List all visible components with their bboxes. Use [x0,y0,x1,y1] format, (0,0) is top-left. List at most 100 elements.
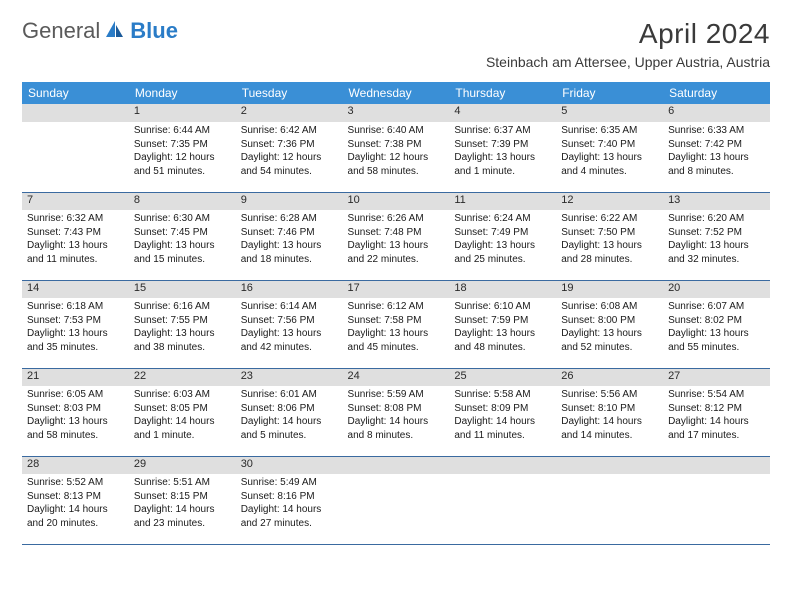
day-number-cell: 4 [449,104,556,122]
day-number-cell: 5 [556,104,663,122]
daylight-line-2: and 1 minute. [134,429,231,443]
sunrise-line: Sunrise: 6:32 AM [27,212,124,226]
day-number-cell: 3 [343,104,450,122]
daylight-line-2: and 22 minutes. [348,253,445,267]
day-cell-content: Sunrise: 5:54 AMSunset: 8:12 PMDaylight:… [663,386,770,446]
day-cell: Sunrise: 5:54 AMSunset: 8:12 PMDaylight:… [663,386,770,456]
day-number-cell [449,456,556,474]
sunrise-line: Sunrise: 5:56 AM [561,388,658,402]
daylight-line-2: and 45 minutes. [348,341,445,355]
day-cell: Sunrise: 6:03 AMSunset: 8:05 PMDaylight:… [129,386,236,456]
day-number-cell: 30 [236,456,343,474]
day-cell-content: Sunrise: 6:07 AMSunset: 8:02 PMDaylight:… [663,298,770,358]
sunset-line: Sunset: 7:38 PM [348,138,445,152]
day-cell: Sunrise: 6:22 AMSunset: 7:50 PMDaylight:… [556,210,663,280]
logo-sail-icon [104,19,126,44]
daylight-line-2: and 38 minutes. [134,341,231,355]
location: Steinbach am Attersee, Upper Austria, Au… [486,54,770,70]
sunset-line: Sunset: 7:39 PM [454,138,551,152]
day-cell-content: Sunrise: 6:32 AMSunset: 7:43 PMDaylight:… [22,210,129,270]
day-body-row: Sunrise: 6:44 AMSunset: 7:35 PMDaylight:… [22,122,770,192]
sunset-line: Sunset: 8:10 PM [561,402,658,416]
day-cell-content: Sunrise: 6:16 AMSunset: 7:55 PMDaylight:… [129,298,236,358]
day-number-cell [22,104,129,122]
day-cell: Sunrise: 6:20 AMSunset: 7:52 PMDaylight:… [663,210,770,280]
sunrise-line: Sunrise: 6:40 AM [348,124,445,138]
day-number-cell: 25 [449,368,556,386]
sunrise-line: Sunrise: 6:20 AM [668,212,765,226]
day-cell-content: Sunrise: 5:52 AMSunset: 8:13 PMDaylight:… [22,474,129,534]
day-number-cell [663,456,770,474]
sunset-line: Sunset: 8:05 PM [134,402,231,416]
daylight-line-1: Daylight: 14 hours [27,503,124,517]
weekday-header: Sunday [22,82,129,104]
day-cell-content: Sunrise: 5:51 AMSunset: 8:15 PMDaylight:… [129,474,236,534]
day-cell-content: Sunrise: 6:33 AMSunset: 7:42 PMDaylight:… [663,122,770,182]
day-cell: Sunrise: 6:01 AMSunset: 8:06 PMDaylight:… [236,386,343,456]
day-number-cell: 19 [556,280,663,298]
day-cell-content: Sunrise: 6:22 AMSunset: 7:50 PMDaylight:… [556,210,663,270]
day-cell: Sunrise: 6:32 AMSunset: 7:43 PMDaylight:… [22,210,129,280]
day-cell-content: Sunrise: 6:08 AMSunset: 8:00 PMDaylight:… [556,298,663,358]
day-cell-content: Sunrise: 6:37 AMSunset: 7:39 PMDaylight:… [449,122,556,182]
day-cell: Sunrise: 6:26 AMSunset: 7:48 PMDaylight:… [343,210,450,280]
day-number-cell: 27 [663,368,770,386]
daylight-line-1: Daylight: 13 hours [27,415,124,429]
daylight-line-1: Daylight: 13 hours [27,327,124,341]
day-cell-content: Sunrise: 6:42 AMSunset: 7:36 PMDaylight:… [236,122,343,182]
daylight-line-1: Daylight: 13 hours [561,239,658,253]
weekday-header: Thursday [449,82,556,104]
day-cell: Sunrise: 6:16 AMSunset: 7:55 PMDaylight:… [129,298,236,368]
day-cell-content: Sunrise: 5:49 AMSunset: 8:16 PMDaylight:… [236,474,343,534]
sunset-line: Sunset: 7:36 PM [241,138,338,152]
sunset-line: Sunset: 7:40 PM [561,138,658,152]
weekday-header: Friday [556,82,663,104]
sunrise-line: Sunrise: 6:42 AM [241,124,338,138]
daylight-line-1: Daylight: 13 hours [668,151,765,165]
daylight-line-1: Daylight: 13 hours [668,327,765,341]
day-number-cell [556,456,663,474]
day-cell-content: Sunrise: 6:20 AMSunset: 7:52 PMDaylight:… [663,210,770,270]
day-number-row: 282930 [22,456,770,474]
daylight-line-1: Daylight: 13 hours [134,327,231,341]
day-cell: Sunrise: 6:18 AMSunset: 7:53 PMDaylight:… [22,298,129,368]
daylight-line-1: Daylight: 13 hours [241,239,338,253]
sunrise-line: Sunrise: 6:26 AM [348,212,445,226]
sunset-line: Sunset: 7:46 PM [241,226,338,240]
day-number-cell: 18 [449,280,556,298]
daylight-line-2: and 25 minutes. [454,253,551,267]
daylight-line-2: and 23 minutes. [134,517,231,531]
day-cell: Sunrise: 6:42 AMSunset: 7:36 PMDaylight:… [236,122,343,192]
sunrise-line: Sunrise: 6:37 AM [454,124,551,138]
sunset-line: Sunset: 8:12 PM [668,402,765,416]
daylight-line-1: Daylight: 14 hours [134,503,231,517]
day-cell: Sunrise: 6:30 AMSunset: 7:45 PMDaylight:… [129,210,236,280]
day-cell-content: Sunrise: 6:12 AMSunset: 7:58 PMDaylight:… [343,298,450,358]
daylight-line-1: Daylight: 13 hours [241,327,338,341]
day-number-cell: 6 [663,104,770,122]
daylight-line-1: Daylight: 13 hours [561,327,658,341]
day-number-cell: 10 [343,192,450,210]
sunrise-line: Sunrise: 6:07 AM [668,300,765,314]
daylight-line-2: and 51 minutes. [134,165,231,179]
sunset-line: Sunset: 8:06 PM [241,402,338,416]
sunset-line: Sunset: 8:09 PM [454,402,551,416]
sunrise-line: Sunrise: 5:51 AM [134,476,231,490]
sunset-line: Sunset: 7:56 PM [241,314,338,328]
day-cell: Sunrise: 6:08 AMSunset: 8:00 PMDaylight:… [556,298,663,368]
daylight-line-2: and 17 minutes. [668,429,765,443]
day-number-cell: 23 [236,368,343,386]
daylight-line-2: and 20 minutes. [27,517,124,531]
day-cell-content: Sunrise: 6:40 AMSunset: 7:38 PMDaylight:… [343,122,450,182]
sunrise-line: Sunrise: 6:22 AM [561,212,658,226]
sunrise-line: Sunrise: 6:35 AM [561,124,658,138]
sunrise-line: Sunrise: 6:10 AM [454,300,551,314]
daylight-line-2: and 58 minutes. [27,429,124,443]
sunrise-line: Sunrise: 6:28 AM [241,212,338,226]
day-cell-content: Sunrise: 6:35 AMSunset: 7:40 PMDaylight:… [556,122,663,182]
sunrise-line: Sunrise: 6:08 AM [561,300,658,314]
sunrise-line: Sunrise: 5:49 AM [241,476,338,490]
daylight-line-1: Daylight: 14 hours [134,415,231,429]
day-cell: Sunrise: 5:51 AMSunset: 8:15 PMDaylight:… [129,474,236,544]
day-cell-content: Sunrise: 6:28 AMSunset: 7:46 PMDaylight:… [236,210,343,270]
